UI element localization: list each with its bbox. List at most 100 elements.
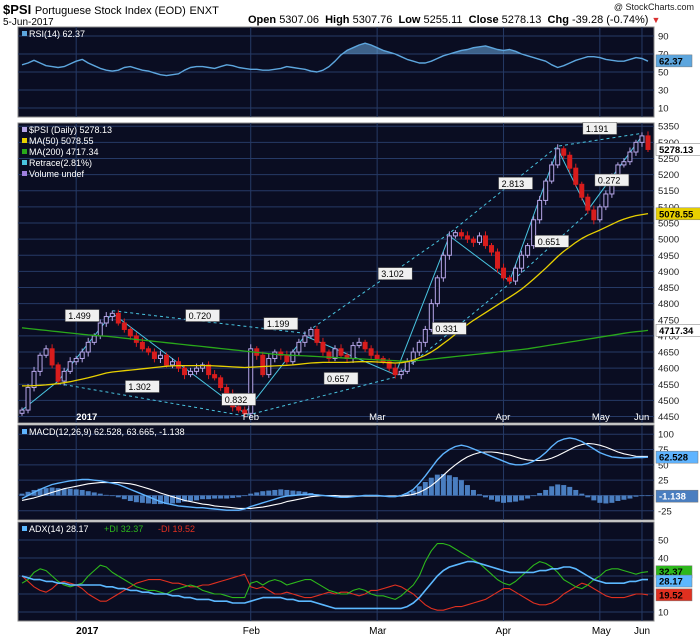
price-legend: MA(200) 4717.34 [29, 147, 99, 157]
candle-body [531, 219, 537, 247]
macd-histogram-bar [266, 490, 272, 496]
close-badge: 5278.13 [659, 145, 693, 156]
retrace-label-box [498, 177, 533, 190]
candle-body [49, 348, 55, 366]
candle-body [73, 357, 79, 363]
candle-body [573, 167, 579, 185]
symbol: $PSI [3, 2, 32, 17]
candle-body [338, 348, 344, 356]
candle-body [272, 351, 278, 359]
candle-body [495, 251, 501, 269]
price-tick-label: 5200 [658, 170, 679, 181]
price-legend-swatch [22, 149, 27, 154]
price-legend-swatch [22, 127, 27, 132]
candle-body [236, 406, 242, 411]
price-tick-label: 5150 [658, 186, 679, 197]
retrace-label-box [594, 173, 630, 187]
retrace-label: 0.720 [189, 311, 212, 321]
macd-histogram-bar [621, 495, 627, 500]
candle-body [103, 316, 109, 324]
rsi-legend-swatch [22, 31, 27, 36]
candle-body [302, 335, 308, 343]
macd-histogram-bar [61, 488, 67, 496]
close-badge-box [655, 143, 700, 156]
price-legend: Retrace(2.81%) [29, 158, 92, 168]
candle-body [579, 183, 585, 198]
rsi-tick-label: 50 [658, 68, 669, 79]
macd-legend: MACD(12,26,9) 62.528, 63.665, -1.138 [29, 427, 185, 437]
macd-histogram-bar [422, 482, 428, 496]
candle-body [470, 238, 476, 243]
retrace-label: 3.102 [381, 269, 404, 279]
minus-di-legend: -DI 19.52 [158, 524, 195, 534]
candle-body [428, 303, 434, 330]
candle-body [218, 377, 224, 389]
candle-body [404, 361, 410, 372]
candle-body [482, 235, 488, 247]
rsi-overbought-fill [22, 43, 648, 54]
macd-badge: 62.528 [659, 453, 688, 464]
plus-di-legend: +DI 32.37 [104, 524, 143, 534]
macd-hist-badge-box [655, 489, 699, 503]
adx-tick-label: 50 [658, 536, 669, 547]
macd-histogram-bar [501, 495, 507, 503]
candle-body [91, 335, 97, 343]
macd-histogram-bar [91, 492, 97, 496]
candle-body [326, 351, 332, 359]
macd-histogram-bar [169, 495, 175, 504]
chg-value: -39.28 (-0.74%) [572, 14, 649, 26]
candle-body [85, 341, 91, 353]
index-name: Portuguese Stock Index (EOD) [34, 5, 186, 17]
macd-histogram-bar [109, 495, 115, 497]
macd-histogram-bar [585, 495, 591, 498]
price-tick-label: 4500 [658, 396, 679, 407]
price-tick-label: 5050 [658, 219, 679, 230]
adx-legend-swatch [22, 526, 27, 531]
low-label: Low [398, 14, 421, 26]
macd-histogram-bar [37, 488, 43, 496]
price-tick-label: 5000 [658, 235, 679, 246]
adx-line [21, 560, 648, 610]
open-label: Open [248, 14, 277, 26]
candle-body [374, 354, 380, 359]
macd-histogram-bar [507, 495, 513, 503]
candle-body [350, 345, 356, 359]
macd-histogram-bar [639, 495, 645, 497]
candle-body [61, 370, 67, 382]
macd-histogram-bar [543, 489, 549, 496]
candle-body [320, 341, 326, 353]
macd-histogram-bar [49, 487, 55, 496]
price-legend-swatch [22, 171, 27, 176]
candle-body [519, 254, 525, 269]
macd-histogram-bar [531, 495, 537, 497]
retrace-label: 1.199 [267, 319, 290, 329]
price-tick-label: 4900 [658, 267, 679, 278]
candle-body [308, 328, 314, 337]
macd-histogram-bar [525, 495, 531, 499]
macd-histogram-bar [489, 495, 494, 500]
macd-histogram-bar [236, 495, 242, 498]
candle-body [368, 348, 374, 356]
chart-title: $PSI Portuguese Stock Index (EOD) ENXT [3, 2, 219, 17]
candle-body [356, 341, 362, 347]
retrace-label-box [377, 267, 413, 280]
retrace-label: 0.832 [225, 395, 248, 405]
macd-histogram-bar [163, 495, 169, 505]
candle-body [31, 370, 37, 389]
macd-histogram-bar [591, 495, 597, 501]
plus-di-badge: 32.37 [659, 567, 683, 578]
month-label-price: May [592, 412, 610, 423]
candle-body [543, 180, 549, 201]
candle-body [19, 409, 25, 414]
low-value: 5255.11 [423, 14, 463, 26]
macd-histogram-bar [121, 495, 127, 500]
price-tick-label: 4750 [658, 315, 679, 326]
retrace-label-box [263, 317, 299, 330]
macd-histogram-bar [609, 495, 615, 503]
candle-body [555, 148, 561, 166]
candle-body [127, 328, 133, 337]
macd-badge-box [655, 450, 699, 464]
candle-body [591, 209, 597, 221]
macd-histogram-bar [188, 495, 194, 501]
